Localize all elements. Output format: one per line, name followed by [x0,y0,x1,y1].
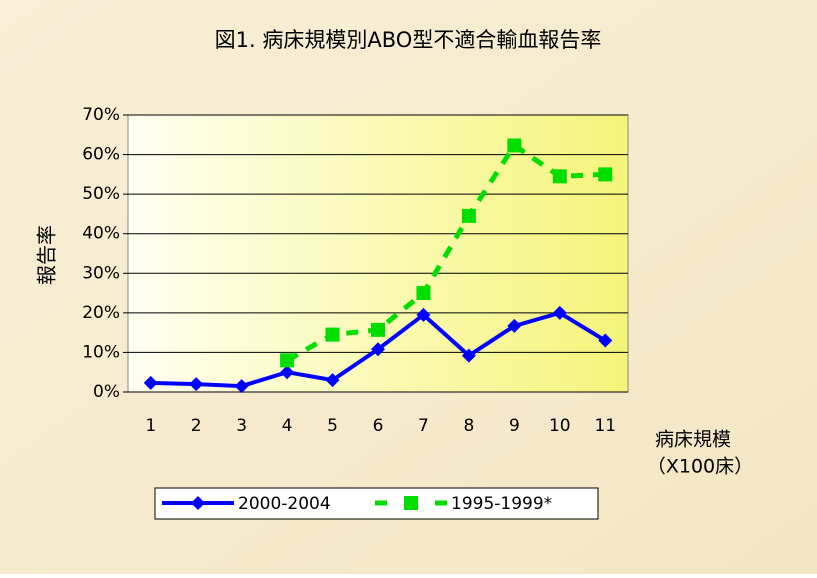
data-point [234,379,249,394]
series-line [285,141,606,363]
data-point [325,373,340,388]
x-tick-label: 3 [236,416,247,436]
x-tick-label: 1 [145,416,156,436]
data-point [325,327,340,342]
y-tick-label: 10% [82,342,120,362]
data-point [371,342,385,357]
x-tick-label: 8 [463,416,474,436]
x-tick-label: 2 [191,416,202,436]
data-point [371,322,385,337]
data-point [598,167,613,182]
legend-marker [404,496,418,510]
x-tick-label: 11 [594,416,616,436]
y-tick-label: 20% [82,303,120,323]
y-tick-label: 50% [82,184,120,204]
x-tick-label: 9 [509,416,520,436]
data-point [507,318,522,333]
data-point [461,348,476,363]
x-tick-label: 10 [549,416,571,436]
chart-title: 図1. 病床規模別ABO型不適合輸血報告率 [215,28,602,52]
data-point [461,208,476,223]
y-tick-label: 0% [93,382,120,402]
legend-marker [191,496,205,510]
y-tick-label: 40% [82,224,120,244]
data-point [552,169,567,184]
y-tick-label: 60% [82,145,120,165]
data-point [507,138,522,153]
legend-label: 1995-1999* [451,494,552,514]
y-tick-label: 70% [82,105,120,125]
y-tick-label: 30% [82,263,120,283]
data-point [280,353,295,368]
data-point [598,333,613,348]
y-axis-label: 報告率 [35,225,59,285]
x-tick-label: 7 [418,416,429,436]
data-point [280,365,295,380]
data-point [416,307,431,322]
data-point [416,286,431,301]
x-tick-label: 4 [282,416,293,436]
x-axis-label: （X100床） [647,456,753,478]
data-point [552,305,567,320]
x-axis-label: 病床規模 [655,429,731,451]
x-tick-label: 6 [373,416,384,436]
data-point [143,375,158,390]
x-tick-label: 5 [327,416,338,436]
data-point [189,377,204,392]
legend-label: 2000-2004 [238,494,331,514]
